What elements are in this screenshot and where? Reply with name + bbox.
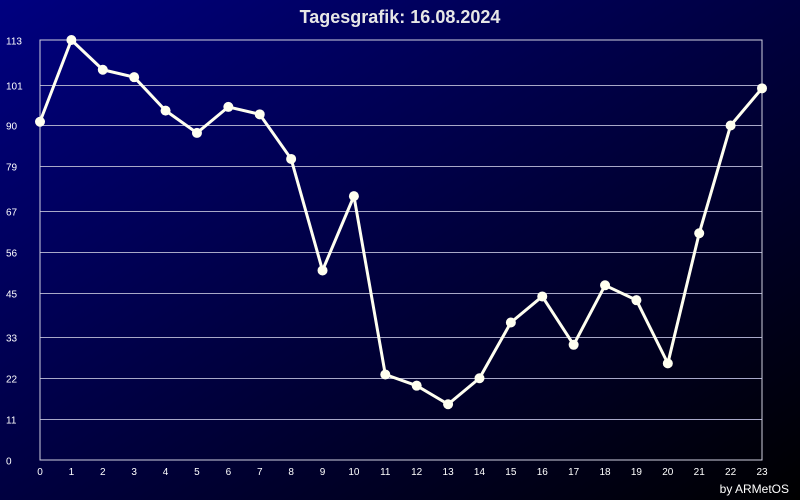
data-point [568,339,579,350]
x-tick-label: 19 [631,467,643,478]
y-axis-ticks: 0 11 22 33 45 56 67 79 90 101 113 [6,37,23,468]
data-point [600,280,611,291]
y-tick-label: 90 [6,122,18,133]
data-point [725,120,736,131]
data-point [757,83,767,94]
data-point [223,101,234,112]
data-point [97,64,108,75]
x-tick-label: 8 [288,467,294,478]
x-tick-label: 7 [257,467,263,478]
plot-frame [39,39,763,461]
x-tick-label: 14 [474,467,486,478]
x-tick-label: 6 [226,467,232,478]
x-tick-label: 18 [599,467,611,478]
data-point [348,191,359,202]
y-tick-label: 79 [6,163,18,174]
y-tick-label: 11 [6,416,17,427]
x-tick-label: 15 [505,467,517,478]
x-tick-label: 2 [100,467,106,478]
data-point [537,291,548,302]
credit-label: by ARMetOS [720,482,789,496]
x-tick-label: 13 [443,467,455,478]
data-point [631,295,642,306]
x-tick-label: 17 [568,467,580,478]
x-tick-label: 4 [163,467,169,478]
x-tick-label: 10 [348,467,360,478]
x-tick-label: 11 [380,467,391,478]
data-point [443,399,454,410]
data-point [129,72,140,83]
data-point [411,380,422,391]
y-tick-label: 67 [6,208,18,219]
series-layer [35,35,767,410]
data-point [694,228,705,239]
y-tick-label: 56 [6,249,18,260]
x-tick-label: 16 [537,467,549,478]
y-tick-label: 0 [6,457,12,468]
x-tick-label: 9 [320,467,326,478]
data-point [505,317,516,328]
x-tick-label: 21 [694,467,706,478]
data-point [35,116,45,127]
y-tick-label: 45 [6,290,18,301]
data-point [160,105,171,116]
chart-title: Tagesgrafik: 16.08.2024 [300,7,501,27]
data-point [474,373,485,384]
data-point [662,358,673,369]
x-tick-label: 23 [756,467,768,478]
x-axis-ticks: 0 1 2 3 4 5 6 7 8 9 10 11 12 13 14 15 16 17 18 19 20 21 22 23 [37,467,768,478]
series-line [38,38,764,406]
y-tick-label: 101 [6,82,23,93]
data-point [286,153,297,164]
x-tick-label: 3 [131,467,137,478]
data-point [66,35,77,45]
x-tick-label: 12 [411,467,423,478]
x-tick-label: 1 [69,467,75,478]
x-tick-label: 22 [725,467,737,478]
y-tick-label: 33 [6,334,18,345]
x-tick-label: 5 [194,467,200,478]
x-tick-label: 20 [662,467,674,478]
data-point [317,265,328,276]
data-point [191,127,202,138]
data-point [380,369,391,380]
y-tick-label: 113 [6,37,22,48]
y-tick-label: 22 [6,375,18,386]
data-point [254,109,265,120]
x-tick-label: 0 [37,467,43,478]
